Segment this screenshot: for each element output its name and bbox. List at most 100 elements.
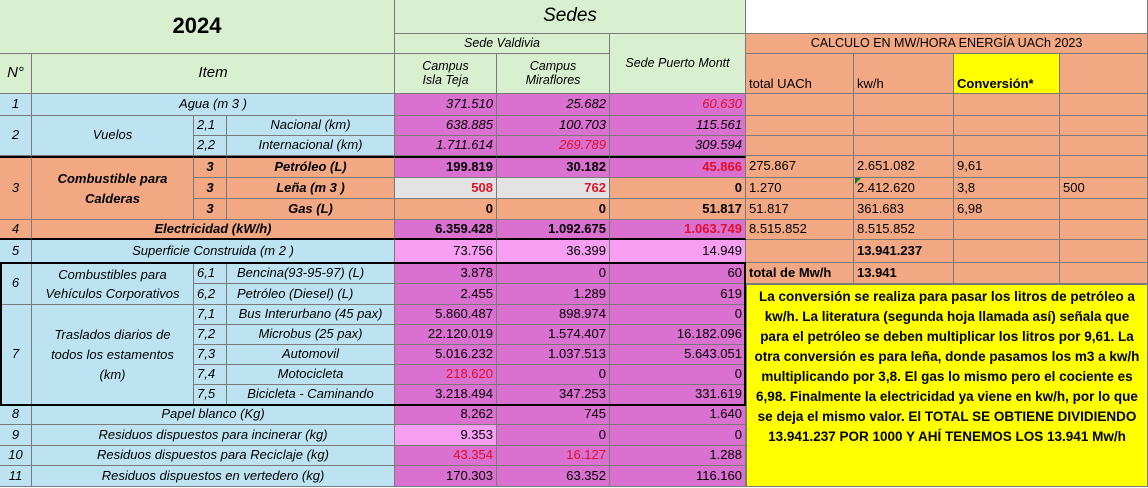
total-mwh-value[interactable]: 13.941: [854, 263, 954, 284]
total-mwh-label[interactable]: total de Mw/h: [746, 263, 854, 284]
sub-number[interactable]: 7,5: [194, 385, 227, 405]
value-cell[interactable]: 762: [497, 178, 610, 199]
row-number[interactable]: 8: [0, 405, 32, 425]
value-cell[interactable]: 638.885: [395, 116, 497, 136]
value-cell[interactable]: 45.866: [610, 156, 746, 178]
value-cell[interactable]: 619: [610, 284, 746, 305]
item-petroleo[interactable]: Petróleo (L): [227, 156, 395, 178]
empty-cell[interactable]: [746, 136, 854, 156]
conversion-cell[interactable]: 6,98: [954, 199, 1060, 220]
value-cell[interactable]: 1.063.749: [610, 220, 746, 240]
total-cell[interactable]: 51.817: [746, 199, 854, 220]
value-cell[interactable]: 0: [610, 305, 746, 325]
total-cell[interactable]: 275.867: [746, 156, 854, 178]
item-lena[interactable]: Leña (m 3 ): [227, 178, 395, 199]
value-cell[interactable]: 2.455: [395, 284, 497, 305]
item-vertedero[interactable]: Residuos dispuestos en vertedero (kg): [32, 466, 395, 487]
item-diesel[interactable]: Petróleo (Diesel) (L): [227, 284, 395, 305]
value-cell[interactable]: 1.640: [610, 405, 746, 425]
value-cell[interactable]: 60.630: [610, 94, 746, 116]
value-cell[interactable]: 8.262: [395, 405, 497, 425]
row-number[interactable]: 3: [0, 156, 32, 220]
value-cell[interactable]: 43.354: [395, 446, 497, 466]
item-motocicleta[interactable]: Motocicleta: [227, 365, 395, 385]
empty-cell[interactable]: [1060, 199, 1148, 220]
sub-number[interactable]: 3: [194, 199, 227, 220]
value-cell[interactable]: 5.643.051: [610, 345, 746, 365]
conversion-note[interactable]: La conversión se realiza para pasar los …: [746, 284, 1148, 487]
sub-number[interactable]: 3: [194, 178, 227, 199]
value-cell[interactable]: 3.878: [395, 263, 497, 284]
item-incinerar[interactable]: Residuos dispuestos para incinerar (kg): [32, 425, 395, 446]
row-number[interactable]: 7: [0, 305, 32, 405]
sub-number[interactable]: 7,2: [194, 325, 227, 345]
item-automovil[interactable]: Automovil: [227, 345, 395, 365]
item-superficie[interactable]: Superficie Construida (m 2 ): [32, 240, 395, 263]
sub-number[interactable]: 7,4: [194, 365, 227, 385]
empty-cell[interactable]: [954, 240, 1060, 263]
value-cell[interactable]: 16.127: [497, 446, 610, 466]
item-bencina[interactable]: Bencina(93-95-97) (L): [227, 263, 395, 284]
value-cell[interactable]: 3.218.494: [395, 385, 497, 405]
calc-title-header[interactable]: CALCULO EN MW/HORA ENERGÍA UACh 2023: [746, 34, 1148, 54]
empty-cell[interactable]: [1060, 54, 1148, 94]
empty-cell[interactable]: [854, 116, 954, 136]
total-cell[interactable]: 1.270: [746, 178, 854, 199]
group-combustible-calderas[interactable]: Combustible para Calderas: [32, 156, 194, 220]
conversion-cell[interactable]: 3,8: [954, 178, 1060, 199]
sub-number[interactable]: 2,2: [194, 136, 227, 156]
value-cell[interactable]: 508: [395, 178, 497, 199]
value-cell[interactable]: 1.289: [497, 284, 610, 305]
year-header[interactable]: 2024: [0, 0, 395, 54]
total-cell[interactable]: 8.515.852: [746, 220, 854, 240]
value-cell[interactable]: 1.092.675: [497, 220, 610, 240]
sub-number[interactable]: 7,1: [194, 305, 227, 325]
value-cell[interactable]: 1.037.513: [497, 345, 610, 365]
sedes-header[interactable]: Sedes: [395, 0, 746, 34]
empty-cell[interactable]: [1060, 240, 1148, 263]
value-cell[interactable]: 0: [497, 365, 610, 385]
empty-cell[interactable]: [1060, 263, 1148, 284]
value-cell[interactable]: 36.399: [497, 240, 610, 263]
empty-cell[interactable]: [854, 136, 954, 156]
value-cell[interactable]: 73.756: [395, 240, 497, 263]
empty-cell[interactable]: [1060, 156, 1148, 178]
value-cell[interactable]: 14.949: [610, 240, 746, 263]
empty-cell[interactable]: [854, 94, 954, 116]
value-cell[interactable]: 1.574.407: [497, 325, 610, 345]
value-cell[interactable]: 1.711.614: [395, 136, 497, 156]
sub-number[interactable]: 2,1: [194, 116, 227, 136]
value-cell[interactable]: 25.682: [497, 94, 610, 116]
value-cell[interactable]: 6.359.428: [395, 220, 497, 240]
value-cell[interactable]: 0: [395, 199, 497, 220]
value-cell[interactable]: 115.561: [610, 116, 746, 136]
value-cell[interactable]: 0: [610, 178, 746, 199]
kwh-header[interactable]: kw/h: [854, 54, 954, 94]
empty-cell[interactable]: [746, 240, 854, 263]
extra-cell[interactable]: 500: [1060, 178, 1148, 199]
empty-cell[interactable]: [954, 220, 1060, 240]
value-cell[interactable]: 371.510: [395, 94, 497, 116]
campus-miraflores-header[interactable]: Campus Miraflores: [497, 54, 610, 94]
row-number[interactable]: 2: [0, 116, 32, 156]
row-number[interactable]: 5: [0, 240, 32, 263]
value-cell[interactable]: 170.303: [395, 466, 497, 487]
value-cell[interactable]: 5.860.487: [395, 305, 497, 325]
empty-cell[interactable]: [1060, 116, 1148, 136]
empty-cell[interactable]: [954, 116, 1060, 136]
sede-valdivia-header[interactable]: Sede Valdivia: [395, 34, 610, 54]
item-internacional[interactable]: Internacional (km): [227, 136, 395, 156]
kwh-cell[interactable]: 361.683: [854, 199, 954, 220]
empty-cell[interactable]: [954, 263, 1060, 284]
value-cell[interactable]: 347.253: [497, 385, 610, 405]
item-nacional[interactable]: Nacional (km): [227, 116, 395, 136]
value-cell[interactable]: 9.353: [395, 425, 497, 446]
sub-number[interactable]: 6,2: [194, 284, 227, 305]
value-cell[interactable]: 5.016.232: [395, 345, 497, 365]
row-number[interactable]: 4: [0, 220, 32, 240]
group-vuelos[interactable]: Vuelos: [32, 116, 194, 156]
total-uach-header[interactable]: total UACh: [746, 54, 854, 94]
sub-number[interactable]: 7,3: [194, 345, 227, 365]
kwh-total-cell[interactable]: 13.941.237: [854, 240, 954, 263]
value-cell[interactable]: 309.594: [610, 136, 746, 156]
